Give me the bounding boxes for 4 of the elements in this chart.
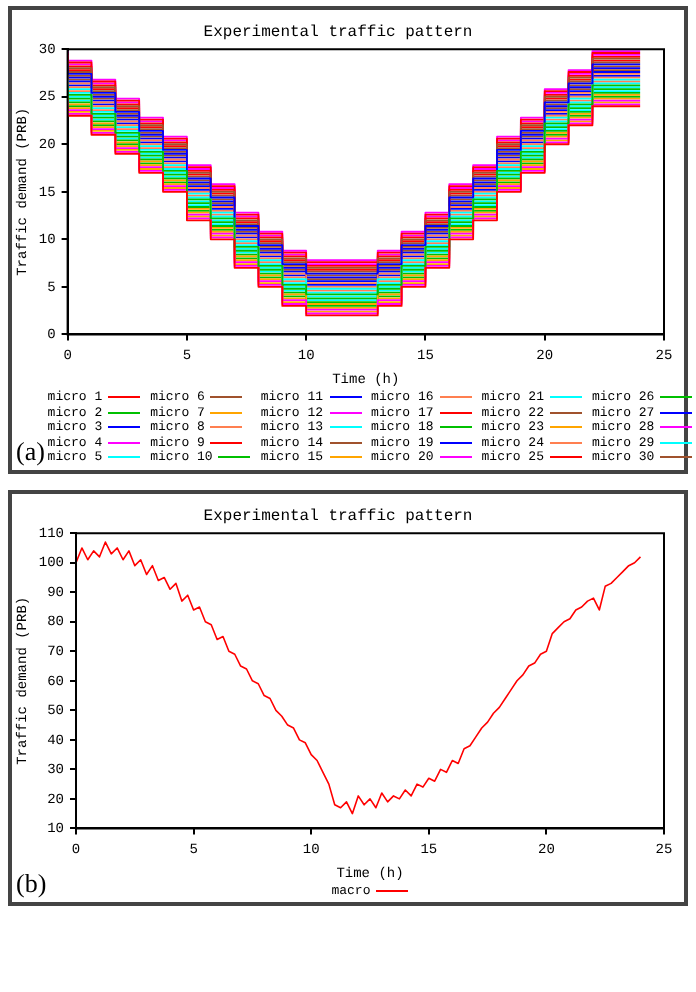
text: (b) bbox=[16, 868, 47, 900]
chart-title: Experimental traffic pattern bbox=[203, 23, 473, 42]
chart-title: Experimental traffic pattern bbox=[203, 506, 473, 525]
text: (a) bbox=[16, 435, 45, 467]
